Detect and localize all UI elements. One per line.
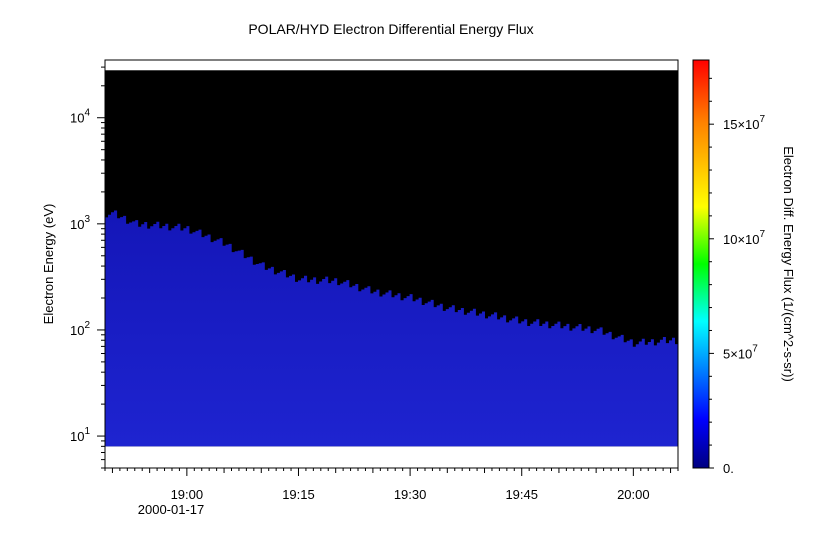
colorbar-tick-label: 5×107	[723, 343, 758, 361]
x-tick-label: 19:15	[282, 487, 315, 502]
colorbar-tick-label: 0.	[723, 461, 734, 476]
x-tick-label: 19:00	[171, 487, 204, 502]
x-tick-label: 19:30	[394, 487, 427, 502]
x-tick-label: 20:00	[617, 487, 650, 502]
plot-frame	[104, 59, 679, 469]
y-tick-label: 101	[70, 426, 90, 444]
x-tick-label: 19:45	[505, 487, 538, 502]
plot-area	[104, 59, 679, 469]
colorbar-label: Electron Diff. Energy Flux (1/(cm^2-s-sr…	[781, 146, 796, 382]
y-axis: 101 102 103 104	[70, 66, 105, 469]
y-tick-label: 102	[70, 320, 90, 338]
date-label: 2000-01-17	[138, 502, 205, 517]
flux-fill-region	[105, 210, 678, 447]
chart-title: POLAR/HYD Electron Differential Energy F…	[248, 21, 533, 37]
x-axis: 19:00 19:15 19:30 19:45 20:00	[104, 468, 679, 502]
colorbar-tick-label: 15×107	[723, 114, 766, 132]
y-tick-label: 103	[70, 214, 90, 232]
y-tick-label: 104	[70, 108, 90, 126]
y-axis-label: Electron Energy (eV)	[41, 204, 56, 325]
colorbar-tick-label: 10×107	[723, 229, 766, 247]
colorbar-gradient	[692, 59, 710, 469]
colorbar: 0. 5×107 10×107 15×107	[692, 59, 766, 476]
